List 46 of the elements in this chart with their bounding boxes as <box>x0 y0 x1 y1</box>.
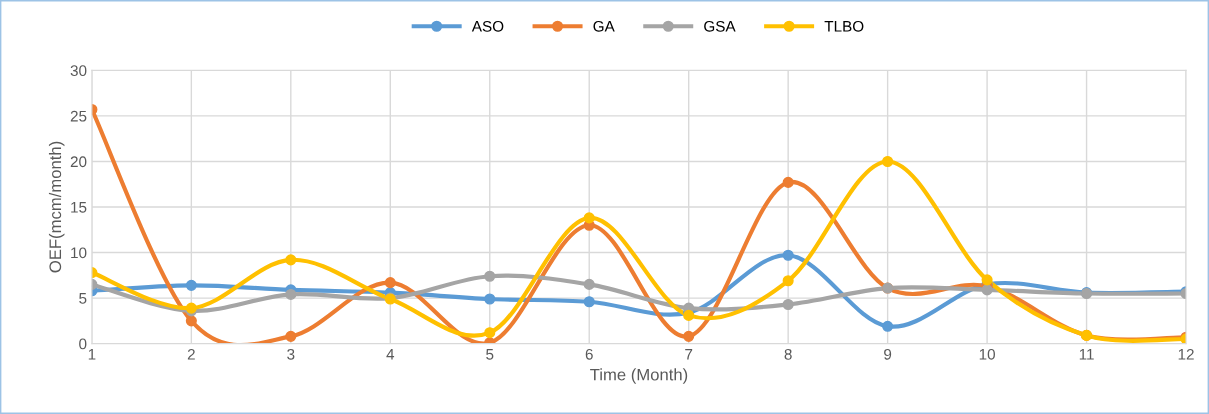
point <box>484 270 496 282</box>
point <box>185 315 197 327</box>
y-tick-label: 20 <box>70 156 87 168</box>
point <box>484 293 496 305</box>
y-tick-label: 25 <box>70 110 87 122</box>
y-tick-label: 30 <box>70 65 87 77</box>
y-tick-label: 5 <box>79 293 87 304</box>
point <box>285 254 297 266</box>
point <box>484 327 496 339</box>
point <box>583 296 595 308</box>
point <box>782 298 794 311</box>
point <box>285 288 297 300</box>
y-axis-title: OEF(mcm/month) <box>48 141 65 273</box>
x-tick-label: 10 <box>979 348 995 360</box>
legend-label: GSA <box>704 20 736 32</box>
x-tick-label: 4 <box>386 349 395 360</box>
point <box>583 278 595 290</box>
point <box>782 275 794 287</box>
x-tick-label: 5 <box>486 349 494 360</box>
x-tick-label: 2 <box>187 348 195 360</box>
point <box>981 274 993 286</box>
y-tick-label: 10 <box>71 247 87 259</box>
x-tick-label: 12 <box>1178 348 1194 360</box>
point <box>285 330 297 342</box>
point <box>782 249 794 261</box>
point <box>782 176 794 188</box>
y-tick-label: 15 <box>71 202 87 213</box>
point <box>882 155 894 168</box>
point <box>882 320 894 332</box>
x-tick-label: 6 <box>585 348 593 360</box>
legend-label: ASO <box>471 20 504 32</box>
legend-label: TLBO <box>824 20 864 32</box>
x-tick-label: 11 <box>1079 349 1094 360</box>
x-tick-label: 1 <box>88 349 96 360</box>
x-tick-label: 9 <box>884 348 892 360</box>
point <box>384 277 396 289</box>
x-tick-label: 8 <box>784 348 792 360</box>
point <box>981 284 993 296</box>
point <box>583 212 595 224</box>
x-axis-title: Time (Month) <box>590 368 688 384</box>
y-tick-label: 0 <box>79 338 87 350</box>
x-tick-label: 3 <box>287 348 295 360</box>
point <box>185 279 197 291</box>
point <box>683 330 695 342</box>
x-tick-label: 7 <box>685 349 693 360</box>
legend-label: GA <box>593 20 615 32</box>
